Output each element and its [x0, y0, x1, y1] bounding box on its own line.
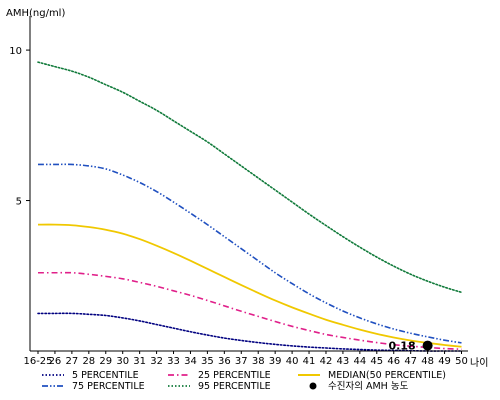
patient-amh-marker: [422, 340, 433, 351]
x-tick-label: 30: [116, 356, 129, 367]
x-tick-label: 32: [150, 356, 163, 367]
series-line-95-percentile: [37, 61, 463, 294]
x-tick-label: 26: [49, 356, 62, 367]
series-line-75-percentile: [37, 163, 462, 344]
legend-label-25-percentile: 25 PERCENTILE: [198, 370, 271, 381]
x-tick-label: 28: [82, 356, 95, 367]
legend-label-5-percentile: 5 PERCENTILE: [72, 370, 139, 381]
x-axis-label: 나이: [470, 357, 488, 369]
series-line-5-percentile: [37, 312, 463, 352]
x-tick-label: 45: [370, 356, 383, 367]
x-tick-label: 44: [353, 356, 366, 367]
series-line-median-50-percentile: [37, 223, 462, 348]
legend-marker-patient: [309, 382, 317, 390]
x-tick-label: 31: [133, 356, 146, 367]
patient-amh-value-label: 0.18: [388, 340, 415, 353]
x-tick-label: 39: [269, 356, 282, 367]
legend-label-75-percentile: 75 PERCENTILE: [72, 381, 145, 392]
legend-label-patient: 수진자의 AMH 농도: [328, 381, 409, 392]
x-tick-label: 27: [66, 356, 79, 367]
x-tick-label: 35: [201, 356, 214, 367]
legend-label-95-percentile: 95 PERCENTILE: [198, 381, 271, 392]
x-tick-label: 34: [184, 356, 197, 367]
y-axis-label: AMH(ng/ml): [6, 8, 65, 19]
x-tick-label: 36: [218, 356, 231, 367]
x-tick-label: 29: [99, 356, 112, 367]
legend-label-median-50-percentile: MEDIAN(50 PERCENTILE): [328, 370, 446, 381]
plot-area: 0.18: [37, 61, 463, 353]
y-tick-label: 5: [16, 197, 22, 208]
x-tick-label: 38: [252, 356, 265, 367]
x-tick-label: 37: [235, 356, 248, 367]
x-tick-label: 50: [455, 356, 468, 367]
x-tick-label: 46: [387, 356, 400, 367]
x-tick-label: 49: [438, 356, 451, 367]
x-tick-label: 41: [303, 356, 316, 367]
y-tick-label: 10: [9, 46, 22, 57]
x-tick-label: 43: [337, 356, 350, 367]
x-tick-label: 47: [404, 356, 417, 367]
x-tick-label: 33: [167, 356, 180, 367]
x-tick-label: 16-25: [23, 356, 52, 367]
x-tick-label: 42: [320, 356, 333, 367]
series-line-25-percentile: [38, 271, 462, 350]
x-tick-label: 40: [286, 356, 299, 367]
x-tick-label: 48: [421, 356, 434, 367]
